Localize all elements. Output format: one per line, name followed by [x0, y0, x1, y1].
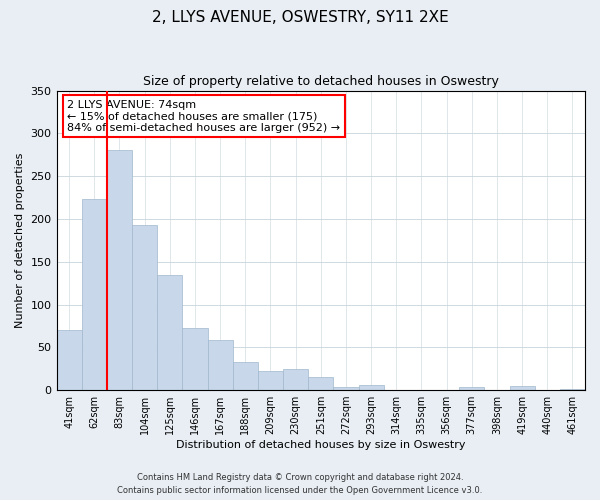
Bar: [283, 368, 308, 390]
Bar: [459, 386, 484, 390]
Bar: [233, 362, 258, 390]
Text: Contains HM Land Registry data © Crown copyright and database right 2024.
Contai: Contains HM Land Registry data © Crown c…: [118, 474, 482, 495]
Y-axis label: Number of detached properties: Number of detached properties: [15, 152, 25, 328]
Bar: [157, 274, 182, 390]
Bar: [258, 372, 283, 390]
Bar: [560, 389, 585, 390]
Text: 2 LLYS AVENUE: 74sqm
← 15% of detached houses are smaller (175)
84% of semi-deta: 2 LLYS AVENUE: 74sqm ← 15% of detached h…: [67, 100, 340, 132]
Bar: [132, 225, 157, 390]
Bar: [308, 377, 334, 390]
Bar: [107, 150, 132, 390]
Text: 2, LLYS AVENUE, OSWESTRY, SY11 2XE: 2, LLYS AVENUE, OSWESTRY, SY11 2XE: [152, 10, 448, 25]
Bar: [334, 386, 359, 390]
X-axis label: Distribution of detached houses by size in Oswestry: Distribution of detached houses by size …: [176, 440, 466, 450]
Bar: [56, 330, 82, 390]
Bar: [359, 385, 383, 390]
Bar: [208, 340, 233, 390]
Bar: [509, 386, 535, 390]
Bar: [182, 328, 208, 390]
Bar: [82, 199, 107, 390]
Title: Size of property relative to detached houses in Oswestry: Size of property relative to detached ho…: [143, 75, 499, 88]
